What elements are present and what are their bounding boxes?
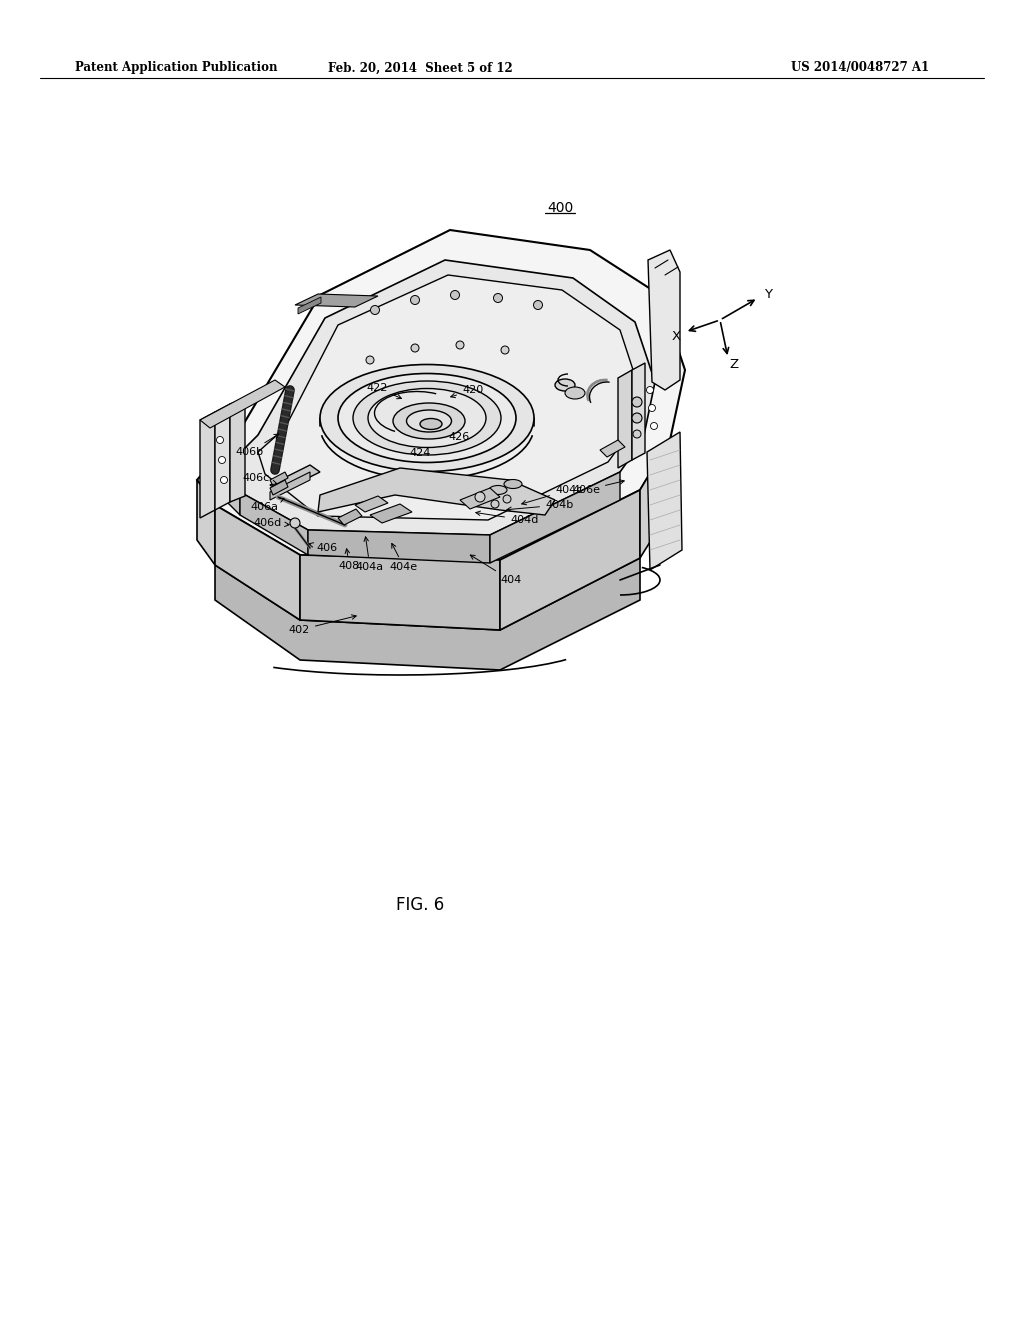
Circle shape: [646, 387, 653, 393]
Text: 406c: 406c: [243, 473, 276, 484]
Circle shape: [451, 290, 460, 300]
Text: Feb. 20, 2014  Sheet 5 of 12: Feb. 20, 2014 Sheet 5 of 12: [328, 62, 512, 74]
Circle shape: [456, 341, 464, 348]
Text: 404e: 404e: [390, 544, 418, 572]
Polygon shape: [215, 506, 300, 620]
Polygon shape: [308, 531, 490, 564]
Ellipse shape: [420, 418, 442, 429]
Polygon shape: [460, 488, 500, 510]
Circle shape: [534, 301, 543, 309]
Polygon shape: [215, 404, 230, 510]
Polygon shape: [270, 473, 310, 500]
Text: 400: 400: [547, 201, 573, 215]
Circle shape: [494, 293, 503, 302]
Polygon shape: [270, 480, 288, 495]
Polygon shape: [240, 492, 308, 554]
Polygon shape: [225, 260, 655, 535]
Polygon shape: [225, 469, 240, 515]
Ellipse shape: [319, 364, 534, 471]
Polygon shape: [200, 412, 215, 517]
Circle shape: [371, 305, 380, 314]
Text: 406a: 406a: [250, 498, 284, 512]
Circle shape: [218, 457, 225, 463]
Polygon shape: [648, 249, 680, 389]
Ellipse shape: [504, 479, 522, 488]
Polygon shape: [318, 469, 555, 515]
Polygon shape: [270, 473, 288, 486]
Circle shape: [633, 430, 641, 438]
Text: X: X: [672, 330, 681, 342]
Text: FIG. 6: FIG. 6: [396, 896, 444, 913]
Circle shape: [490, 500, 499, 508]
Polygon shape: [295, 294, 378, 308]
Text: 402: 402: [289, 615, 356, 635]
Text: 404b: 404b: [507, 500, 573, 511]
Circle shape: [366, 356, 374, 364]
Circle shape: [220, 477, 227, 483]
Polygon shape: [618, 370, 632, 469]
Text: 406b: 406b: [236, 434, 279, 457]
Polygon shape: [647, 432, 682, 570]
Polygon shape: [200, 380, 285, 428]
Ellipse shape: [338, 374, 516, 462]
Circle shape: [648, 404, 655, 412]
Polygon shape: [300, 554, 500, 630]
Polygon shape: [197, 480, 215, 565]
Polygon shape: [355, 496, 388, 512]
Text: US 2014/0048727 A1: US 2014/0048727 A1: [791, 62, 929, 74]
Ellipse shape: [565, 387, 585, 399]
Text: 424: 424: [410, 447, 431, 458]
Polygon shape: [270, 465, 319, 492]
Polygon shape: [640, 440, 670, 558]
Circle shape: [650, 422, 657, 429]
Polygon shape: [298, 297, 321, 314]
Circle shape: [501, 346, 509, 354]
Text: 406e: 406e: [572, 479, 625, 495]
Circle shape: [411, 345, 419, 352]
Polygon shape: [600, 440, 625, 457]
Ellipse shape: [353, 381, 501, 455]
Polygon shape: [500, 490, 640, 630]
Text: 404: 404: [470, 554, 521, 585]
Text: 408: 408: [339, 549, 360, 572]
Text: 404d: 404d: [476, 511, 539, 525]
Polygon shape: [197, 230, 685, 560]
Polygon shape: [370, 504, 412, 523]
Polygon shape: [490, 473, 620, 564]
Ellipse shape: [368, 388, 486, 447]
Text: Z: Z: [729, 359, 738, 371]
Ellipse shape: [555, 379, 575, 391]
Circle shape: [290, 517, 300, 528]
Circle shape: [503, 495, 511, 503]
Polygon shape: [632, 363, 645, 459]
Circle shape: [411, 296, 420, 305]
Text: Y: Y: [764, 288, 772, 301]
Ellipse shape: [489, 486, 507, 495]
Text: Patent Application Publication: Patent Application Publication: [75, 62, 278, 74]
Polygon shape: [258, 275, 638, 520]
Text: 404c: 404c: [521, 484, 583, 504]
Circle shape: [475, 492, 485, 502]
Polygon shape: [215, 558, 640, 671]
Ellipse shape: [393, 403, 465, 440]
Polygon shape: [338, 510, 362, 525]
Text: 422: 422: [367, 383, 401, 399]
Circle shape: [216, 437, 223, 444]
Circle shape: [632, 397, 642, 407]
Ellipse shape: [407, 411, 452, 432]
Text: 426: 426: [449, 432, 469, 442]
Text: 420: 420: [451, 385, 483, 397]
Circle shape: [632, 413, 642, 422]
Text: 406: 406: [309, 543, 337, 553]
Text: 406d: 406d: [254, 517, 289, 528]
Polygon shape: [230, 399, 245, 502]
Text: 404a: 404a: [356, 537, 384, 572]
